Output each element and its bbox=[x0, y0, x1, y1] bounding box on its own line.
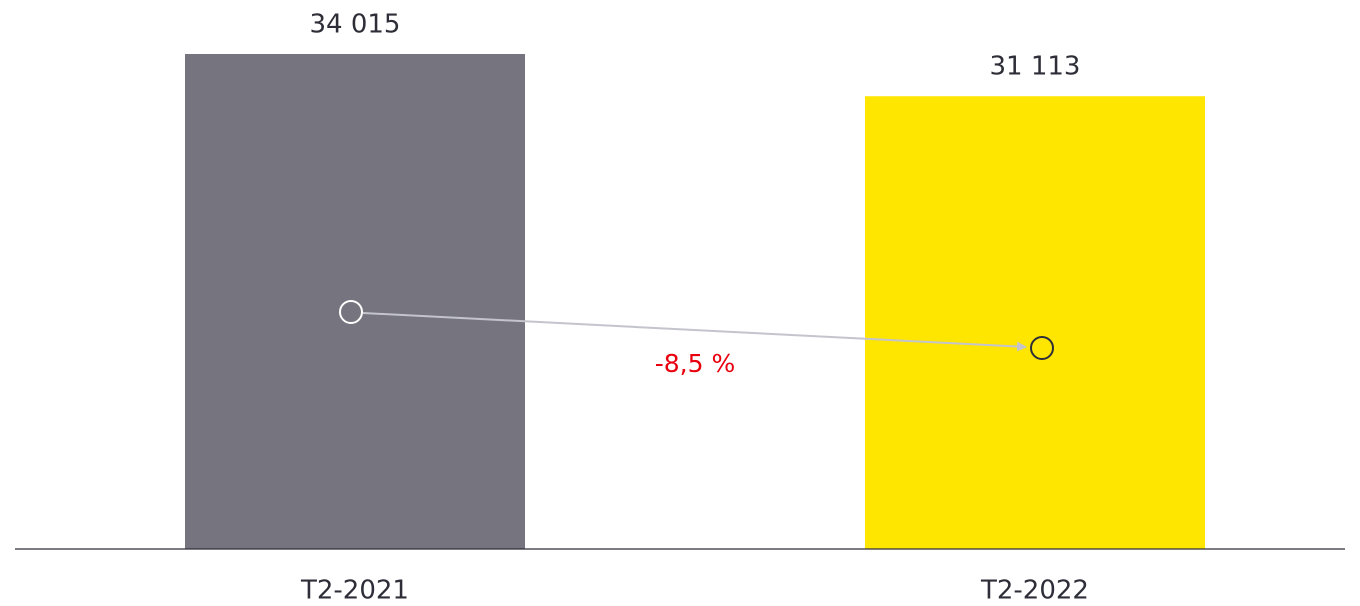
bars bbox=[185, 54, 1205, 549]
end-marker bbox=[1030, 336, 1054, 360]
start-marker bbox=[339, 300, 363, 324]
bar bbox=[865, 96, 1205, 549]
value-label: 34 015 bbox=[310, 10, 401, 40]
change-arrow bbox=[362, 312, 1027, 352]
value-label: 31 113 bbox=[990, 52, 1081, 82]
x-tick-label: T2-2021 bbox=[300, 576, 409, 606]
x-tick-label: T2-2022 bbox=[980, 576, 1089, 606]
change-annotation: -8,5 % bbox=[655, 349, 735, 378]
